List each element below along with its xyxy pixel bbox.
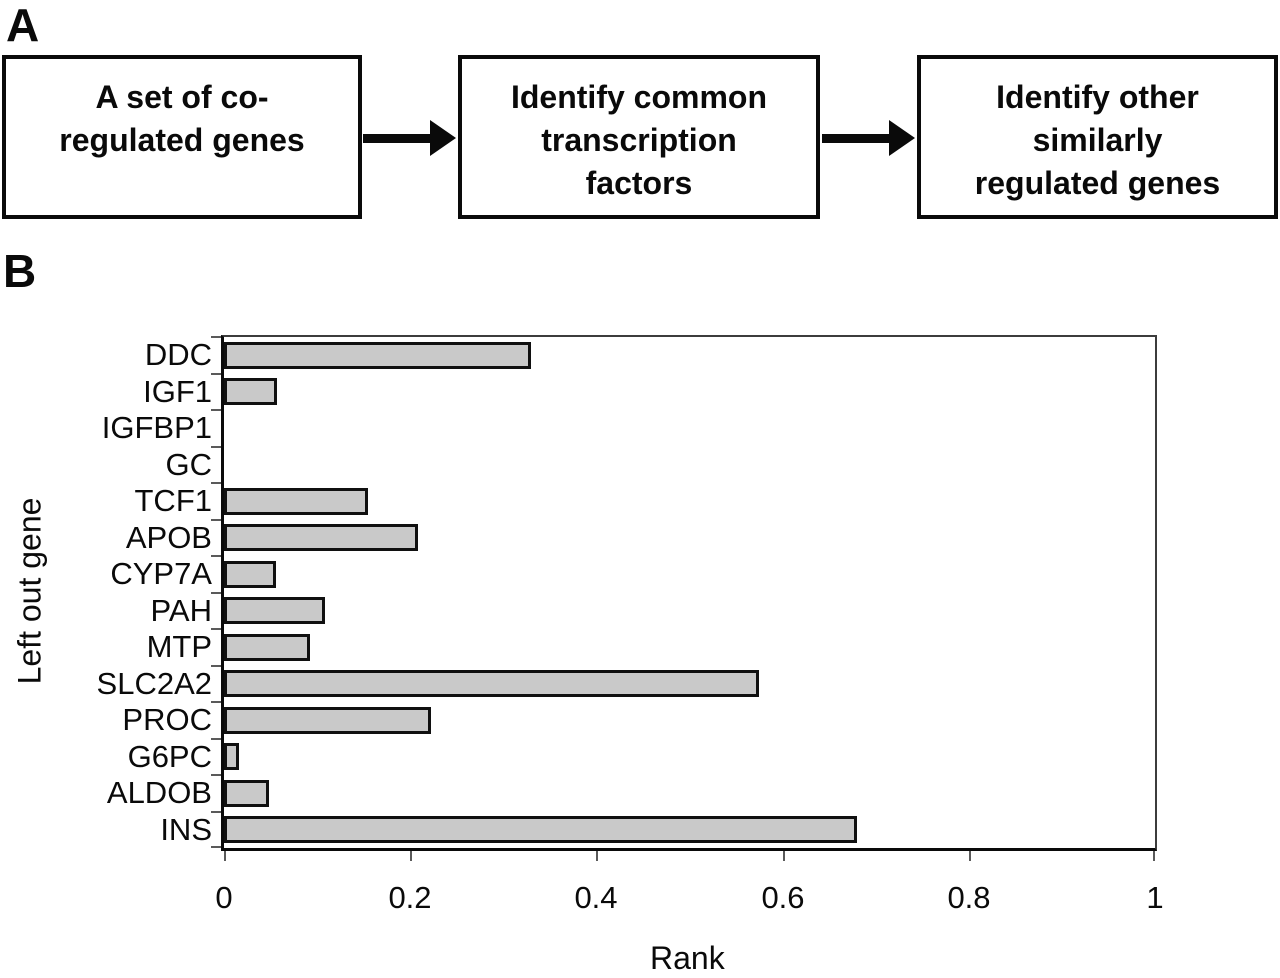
y-axis-tick xyxy=(211,446,221,448)
gene-label-ins: INS xyxy=(160,812,212,847)
gene-label-slc2a2: SLC2A2 xyxy=(96,666,212,701)
x-axis-tick-label: 0.6 xyxy=(761,880,805,915)
x-axis-tick-label: 0.8 xyxy=(947,880,991,915)
flow-box-text-line: regulated genes xyxy=(59,122,305,158)
gene-label-ddc: DDC xyxy=(144,337,212,372)
y-axis-tick xyxy=(211,774,221,776)
bar-pah xyxy=(224,597,325,624)
x-axis-tick-label: 1 xyxy=(1146,880,1164,915)
panel-b-label: B xyxy=(3,245,37,297)
flow-arrow-icon xyxy=(822,120,915,156)
gene-label-igfbp1: IGFBP1 xyxy=(101,410,212,445)
gene-label-mtp: MTP xyxy=(146,629,212,664)
flow-box-text-line: transcription xyxy=(541,122,737,158)
bar-ddc xyxy=(224,342,531,369)
flow-box-text-line: A set of co- xyxy=(95,79,269,115)
y-axis-tick xyxy=(211,665,221,667)
y-axis-tick xyxy=(211,738,221,740)
y-axis-tick xyxy=(211,409,221,411)
y-axis-tick xyxy=(211,336,221,338)
arrow-shaft xyxy=(363,134,431,143)
x-axis-title: Rank xyxy=(650,940,725,976)
x-axis-tick xyxy=(969,851,971,861)
x-axis-tick xyxy=(410,851,412,861)
flow-box-text-line: Identify other xyxy=(996,79,1199,115)
y-axis-tick xyxy=(211,519,221,521)
y-axis-tick xyxy=(211,701,221,703)
y-axis-tick xyxy=(211,846,221,848)
y-axis-tick xyxy=(211,482,221,484)
bar-chart-plot-area xyxy=(211,335,1157,861)
flow-box-text-line: Identify common xyxy=(510,79,767,115)
arrow-head xyxy=(430,120,456,156)
bar-cyp7a xyxy=(224,561,276,588)
panel-a-label: A xyxy=(6,0,40,51)
y-axis-tick xyxy=(211,373,221,375)
flow-box-coregulated-genes: A set of co- regulated genes xyxy=(2,55,362,219)
gene-label-pah: PAH xyxy=(150,593,212,628)
x-axis-tick xyxy=(224,851,226,861)
bar-aldob xyxy=(224,780,269,807)
gene-label-igf1: IGF1 xyxy=(143,374,212,409)
bar-igf1 xyxy=(224,378,277,405)
gene-label-proc: PROC xyxy=(122,702,212,737)
flow-arrow-icon xyxy=(363,120,456,156)
bar-mtp xyxy=(224,634,310,661)
y-axis-tick xyxy=(211,628,221,630)
bar-slc2a2 xyxy=(224,670,759,697)
bar-g6pc xyxy=(224,743,239,770)
x-axis-tick-label: 0.2 xyxy=(388,880,432,915)
x-axis-tick-label: 0.4 xyxy=(574,880,618,915)
flow-box-identify-transcription-factors: Identify common transcription factors xyxy=(458,55,820,219)
gene-label-g6pc: G6PC xyxy=(127,739,212,774)
y-axis-tick xyxy=(211,811,221,813)
flow-box-text-line: similarly xyxy=(1032,122,1163,158)
bar-proc xyxy=(224,707,431,734)
flow-box-text-line: factors xyxy=(585,165,693,201)
gene-label-cyp7a: CYP7A xyxy=(110,556,212,591)
flow-box-text-line: regulated genes xyxy=(974,165,1221,201)
gene-label-tcf1: TCF1 xyxy=(134,483,213,518)
x-axis-tick-label: 0 xyxy=(215,880,233,915)
x-axis-tick xyxy=(783,851,785,861)
arrow-shaft xyxy=(822,134,890,143)
gene-label-gc: GC xyxy=(165,447,213,482)
flow-box-identify-similar-genes: Identify other similarly regulated genes xyxy=(917,55,1278,219)
x-axis-tick xyxy=(1153,851,1155,861)
bar-tcf1 xyxy=(224,488,368,515)
y-axis-tick xyxy=(211,555,221,557)
bar-apob xyxy=(224,524,418,551)
gene-label-apob: APOB xyxy=(125,520,212,555)
gene-label-aldob: ALDOB xyxy=(106,775,212,810)
bar-ins xyxy=(224,816,857,843)
y-axis-tick xyxy=(211,592,221,594)
x-axis-tick xyxy=(596,851,598,861)
arrow-head xyxy=(889,120,915,156)
